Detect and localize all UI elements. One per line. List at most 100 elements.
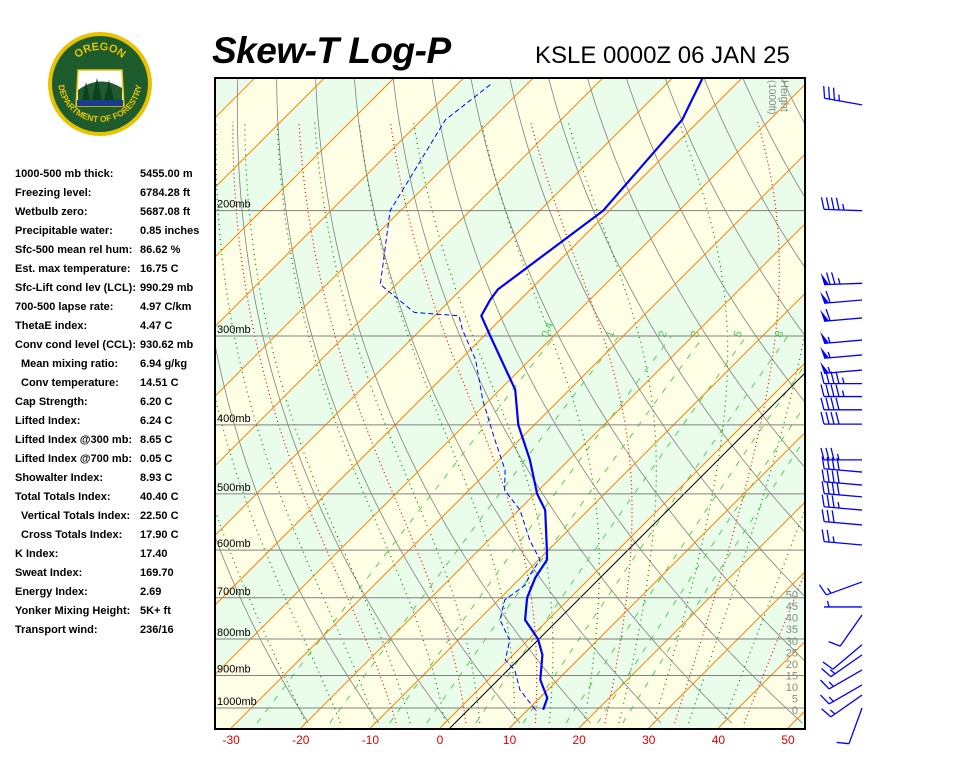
isotherm: [439, 363, 804, 728]
dry-adiabat: [315, 77, 591, 724]
stat-value: 8.93 C: [140, 472, 173, 484]
wind-barbs-panel: [818, 85, 863, 745]
wind-barb-full: [820, 397, 825, 410]
wind-barb-full: [830, 371, 835, 384]
height-tick-label: 25: [786, 647, 798, 659]
dry-adiabat: [586, 77, 804, 468]
wind-barb-full: [832, 87, 836, 101]
wind-barb-full: [835, 371, 840, 384]
wind-barb-staff: [848, 707, 863, 744]
stat-value: 17.90 C: [140, 529, 179, 541]
wind-barb-half: [828, 681, 834, 687]
dry-adiabat: [353, 77, 662, 724]
stat-label: Energy Index:: [15, 586, 88, 598]
skewt-plot: 0.4 1 2 3 5 8200mb300mb400mb500mb600mb700mb80…: [214, 77, 806, 730]
stat-row: Sfc-500 mean rel hum: 86.62 %: [15, 244, 199, 263]
stat-value: 8.65 C: [140, 434, 173, 446]
wind-barb-full: [836, 470, 840, 484]
wind-barb-staff: [824, 492, 863, 498]
mixing-ratio-line: [426, 335, 705, 724]
stat-value: 14.51 C: [140, 377, 179, 389]
wind-barb-full: [826, 529, 830, 543]
stat-row: Cross Totals Index: 17.90 C: [15, 529, 199, 548]
wind-barb-full: [820, 371, 825, 384]
wind-barb-half: [828, 696, 834, 702]
isotherm: [509, 432, 804, 728]
oregon-forestry-logo: OREGON DEPARTMENT OF FORESTRY: [46, 30, 154, 138]
wind-barb-half: [827, 351, 831, 358]
wind-barb-staff: [824, 97, 863, 106]
wind-barb-staff: [824, 481, 863, 486]
stat-value: 5K+ ft: [140, 605, 171, 617]
mixing-ratio-line: [475, 335, 747, 724]
wind-barb-full: [821, 529, 825, 542]
stat-value: 86.62 %: [140, 244, 181, 256]
height-tick-label: 5: [792, 693, 798, 705]
plot-border: [214, 77, 806, 730]
wind-barb-full: [830, 397, 835, 410]
stat-label: Vertical Totals Index:: [21, 510, 131, 522]
isotherm: [578, 502, 804, 728]
wind-barb-half: [841, 377, 845, 384]
wind-barb-staff: [824, 282, 863, 286]
stat-label: Conv cond level (CCL):: [15, 339, 137, 351]
stat-value: 4.47 C: [140, 320, 173, 332]
stat-row: Conv cond level (CCL): 930.62 mb: [15, 339, 199, 358]
height-tick-label: 45: [786, 601, 798, 613]
stat-label: Total Totals Index:: [15, 491, 111, 503]
dry-adiabat: [214, 337, 380, 724]
mixing-ratio-label: 1: [604, 329, 617, 339]
height-tick-label: 15: [786, 670, 798, 682]
wind-barb-full: [821, 668, 832, 678]
wind-barb-half: [829, 709, 836, 715]
wind-barb-full: [818, 584, 827, 596]
isotherm: [214, 77, 605, 468]
wind-barb-pennant: [820, 309, 830, 322]
mixing-ratio-line: [622, 439, 804, 724]
dry-adiabat: [236, 77, 450, 724]
stat-label: Lifted Index @700 mb:: [15, 453, 133, 465]
wind-barb-full: [836, 482, 840, 495]
stat-value: 0.05 C: [140, 453, 173, 465]
stat-row: Freezing level: 6784.28 ft: [15, 187, 199, 206]
mixing-ratio-line: [256, 335, 556, 724]
wind-barb-full: [826, 509, 830, 523]
stat-value: 22.50 C: [140, 510, 179, 522]
isotherm: [214, 77, 465, 329]
stat-label: Cross Totals Index:: [21, 529, 123, 541]
wind-barb-full: [836, 741, 850, 745]
wind-barb-full: [830, 411, 835, 425]
wind-barb-full: [831, 457, 835, 470]
stat-label: Sfc-Lift cond lev (LCL):: [15, 282, 136, 294]
x-tick-label: 40: [711, 733, 726, 747]
stat-row: Wetbulb zero: 5687.08 ft: [15, 206, 199, 225]
wind-barb-full: [830, 447, 835, 461]
x-axis-ticks: -30 -20 -10 0 10 20 30 40 50: [0, 733, 960, 749]
wind-barb-full: [830, 384, 835, 397]
wind-barb-full: [827, 86, 831, 100]
stat-label: Wetbulb zero:: [15, 206, 88, 218]
stat-label: Cap Strength:: [15, 396, 88, 408]
stat-row: 700-500 lapse rate: 4.97 C/km: [15, 301, 199, 320]
x-tick-label: 50: [781, 733, 795, 747]
wind-barb-full: [835, 384, 840, 397]
height-tick-label: 50: [786, 590, 798, 602]
stat-label: Est. max temperature:: [15, 263, 131, 275]
wind-barb-full: [831, 482, 835, 495]
wind-barb-full: [822, 661, 834, 670]
stat-label: 700-500 lapse rate:: [15, 301, 114, 313]
wind-barb-staff: [824, 468, 863, 473]
wind-barb-staff: [824, 317, 863, 322]
stat-row: Showalter Index: 8.93 C: [15, 472, 199, 491]
stat-row: Conv temperature: 14.51 C: [15, 377, 199, 396]
stat-row: Yonker Mixing Height: 5K+ ft: [15, 605, 199, 624]
wind-barb-full: [825, 371, 830, 384]
stat-label: Mean mixing ratio:: [21, 358, 119, 370]
stat-label: Lifted Index:: [15, 415, 81, 427]
wind-barb-full: [826, 481, 830, 495]
dry-adiabat: [664, 77, 804, 336]
stat-value: 6.94 g/kg: [140, 358, 188, 370]
wind-barb-full: [821, 509, 825, 522]
mixing-ratio-label: 0.4: [540, 321, 557, 339]
height-tick-label: 10: [786, 682, 798, 694]
